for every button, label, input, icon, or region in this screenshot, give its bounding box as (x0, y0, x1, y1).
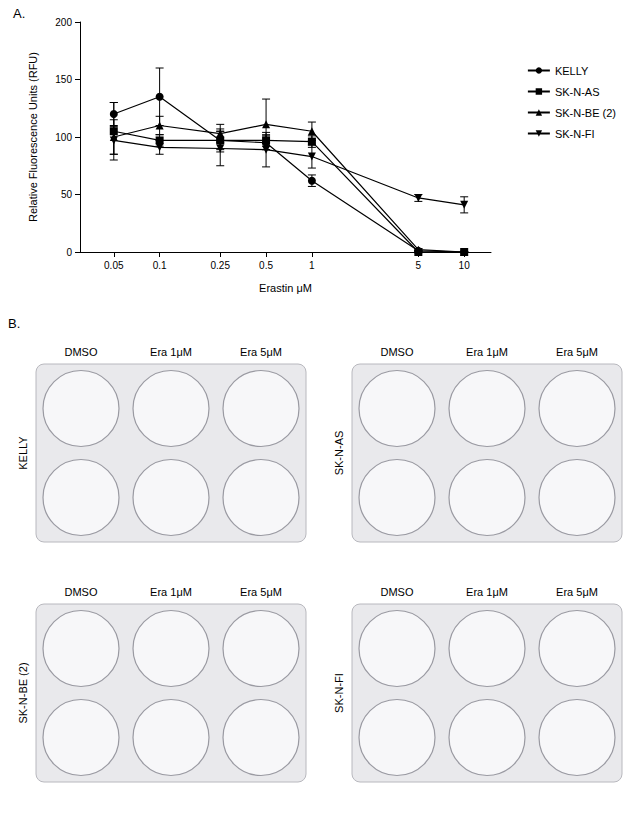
svg-text:Relative Fluorescence Units (R: Relative Fluorescence Units (RFU) (27, 52, 39, 222)
svg-text:10: 10 (459, 260, 471, 271)
svg-text:A.: A. (13, 6, 25, 21)
svg-text:DMSO: DMSO (381, 346, 414, 358)
svg-text:Era 1μM: Era 1μM (150, 586, 192, 598)
svg-text:0: 0 (66, 247, 72, 258)
svg-text:0.05: 0.05 (104, 260, 124, 271)
svg-text:0.25: 0.25 (210, 260, 230, 271)
svg-text:B.: B. (8, 316, 20, 331)
svg-text:DMSO: DMSO (65, 346, 98, 358)
svg-text:Era 5μM: Era 5μM (556, 346, 598, 358)
svg-text:SK-N-BE (2): SK-N-BE (2) (17, 662, 29, 723)
svg-text:KELLY: KELLY (555, 65, 589, 77)
svg-text:SK-N-BE (2): SK-N-BE (2) (555, 107, 616, 119)
svg-text:SK-N-AS: SK-N-AS (333, 431, 345, 476)
svg-text:SK-N-FI: SK-N-FI (333, 673, 345, 713)
svg-text:SK-N-FI: SK-N-FI (555, 128, 595, 140)
svg-text:1: 1 (309, 260, 315, 271)
svg-text:200: 200 (55, 17, 72, 28)
svg-text:100: 100 (55, 132, 72, 143)
svg-text:150: 150 (55, 74, 72, 85)
svg-text:KELLY: KELLY (17, 436, 29, 470)
svg-text:Era 1μM: Era 1μM (150, 346, 192, 358)
svg-text:0.1: 0.1 (153, 260, 167, 271)
svg-text:SK-N-AS: SK-N-AS (555, 86, 600, 98)
svg-text:Era 1μM: Era 1μM (466, 346, 508, 358)
svg-text:DMSO: DMSO (381, 586, 414, 598)
svg-text:Era 1μM: Era 1μM (466, 586, 508, 598)
svg-text:5: 5 (416, 260, 422, 271)
svg-text:0.5: 0.5 (259, 260, 273, 271)
svg-text:Era 5μM: Era 5μM (556, 586, 598, 598)
svg-text:DMSO: DMSO (65, 586, 98, 598)
svg-text:Era 5μM: Era 5μM (240, 586, 282, 598)
svg-text:50: 50 (61, 189, 73, 200)
svg-text:Era 5μM: Era 5μM (240, 346, 282, 358)
svg-text:Erastin μM: Erastin μM (259, 282, 312, 294)
